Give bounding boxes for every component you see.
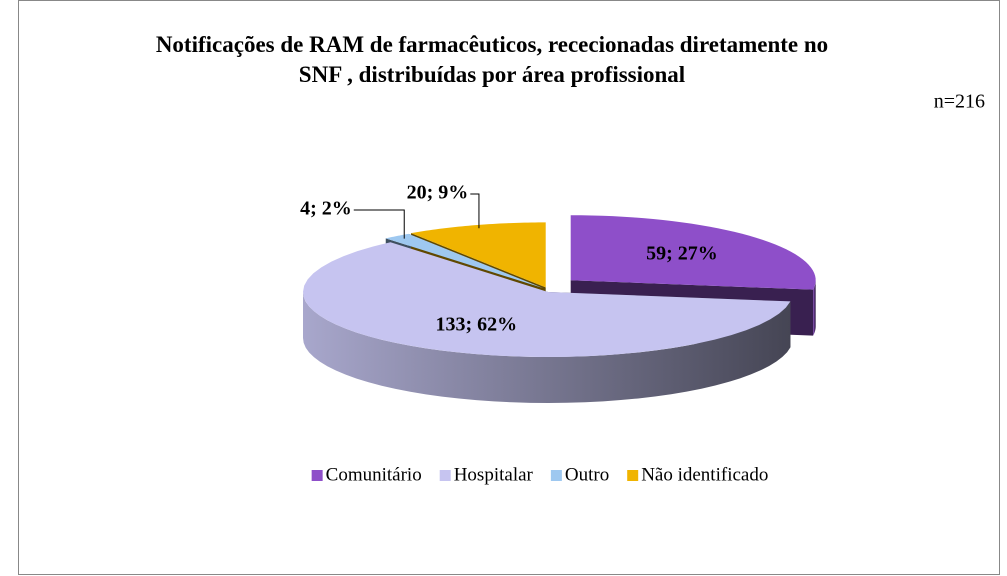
slice-side bbox=[813, 280, 816, 336]
chart-title: Notificações de RAM de farmacêuticos, re… bbox=[155, 32, 829, 87]
pie-slice bbox=[385, 233, 544, 289]
legend-label: Não identificado bbox=[641, 464, 768, 485]
data-label: 133; 62% bbox=[436, 314, 518, 336]
legend-swatch bbox=[439, 470, 451, 481]
pie-slice bbox=[411, 222, 546, 288]
legend-label: Outro bbox=[565, 464, 609, 485]
leader-line bbox=[470, 193, 480, 229]
legend-swatch bbox=[627, 470, 639, 481]
chart-frame bbox=[18, 0, 1000, 575]
leader-line bbox=[353, 209, 405, 239]
legend: Comunitário Hospitalar Outro Não identifica… bbox=[311, 464, 768, 485]
legend-label: Hospitalar bbox=[454, 464, 534, 485]
pie-slice bbox=[570, 215, 816, 290]
legend-label: Comunitário bbox=[326, 464, 422, 485]
legend-swatch bbox=[550, 470, 562, 481]
annotation: n=216 bbox=[934, 91, 985, 113]
slice-side bbox=[303, 292, 791, 403]
legend-swatch bbox=[311, 470, 323, 481]
pie-slice bbox=[303, 242, 791, 357]
data-label: 20; 9% bbox=[407, 182, 469, 204]
data-label: 59; 27% bbox=[646, 242, 718, 264]
data-label: 4; 2% bbox=[300, 198, 352, 220]
pie-tops bbox=[303, 215, 816, 357]
